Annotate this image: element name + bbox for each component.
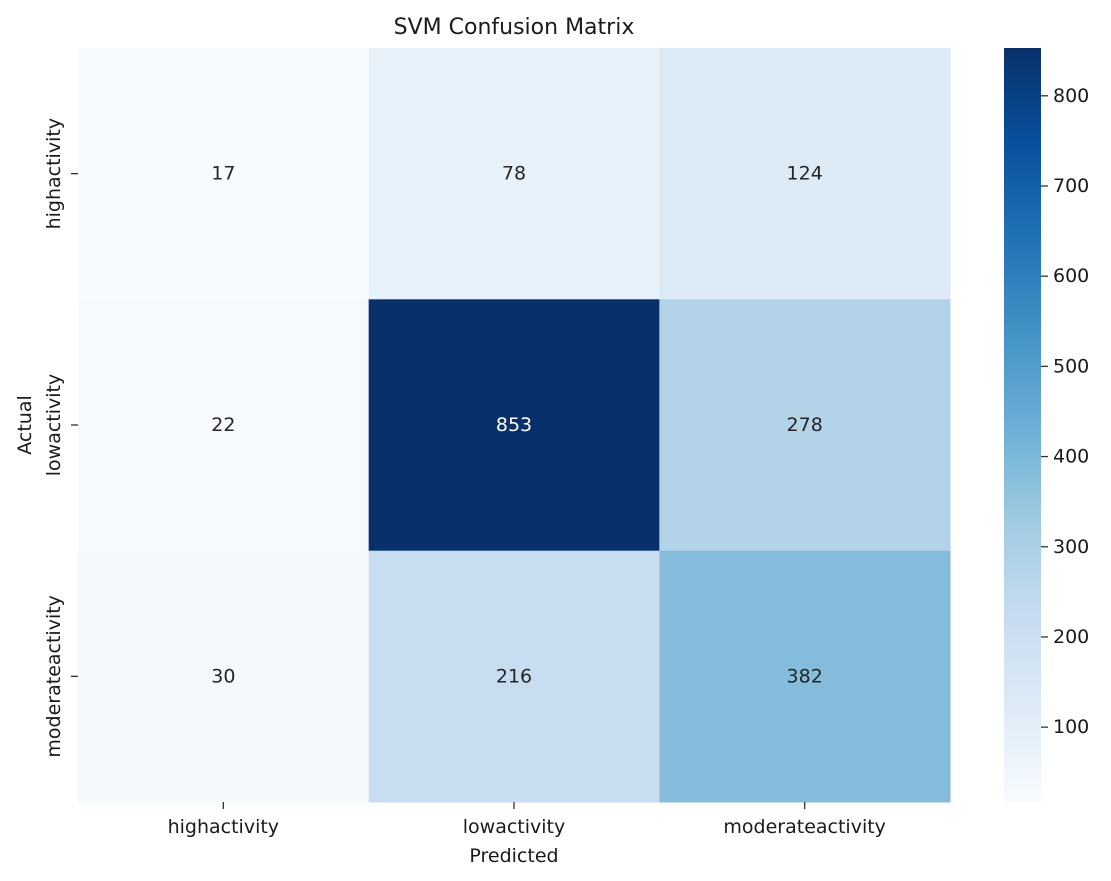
- cell-value-label: 216: [496, 665, 532, 687]
- colorbar-tick-label: 200: [1053, 626, 1089, 648]
- heatmap-cell: [659, 48, 951, 300]
- colorbar-tick-label: 600: [1053, 265, 1089, 287]
- colorbar: [1004, 48, 1041, 802]
- colorbar-tick-label: 500: [1053, 355, 1089, 377]
- colorbar-tick-label: 400: [1053, 446, 1089, 468]
- cell-value-label: 17: [211, 163, 235, 185]
- y-tick-label: moderateactivity: [43, 595, 65, 758]
- cell-value-label: 382: [787, 665, 823, 687]
- heatmap-cell: [368, 48, 660, 300]
- x-tick-label: highactivity: [168, 816, 279, 838]
- y-tick-label: lowactivity: [43, 374, 65, 476]
- cell-value-label: 853: [496, 414, 532, 436]
- heatmap-cell: [78, 299, 370, 552]
- cell-value-label: 278: [787, 414, 823, 436]
- cell-value-label: 30: [211, 665, 235, 687]
- axis-ticks: highactivity lowactivity moderateactivity h…: [43, 118, 886, 838]
- colorbar-tick-label: 800: [1053, 85, 1089, 107]
- heatmap-cell: [659, 299, 951, 552]
- y-axis-label: Actual: [14, 395, 36, 455]
- heatmap-cell: [659, 550, 951, 803]
- colorbar-tick-label: 300: [1053, 536, 1089, 558]
- x-axis-label: Predicted: [469, 845, 558, 867]
- x-tick-label: lowactivity: [463, 816, 565, 838]
- y-tick-label: highactivity: [43, 118, 65, 229]
- heatmap-cells: 17 78 124 22 853 278 30 216 382: [78, 48, 951, 803]
- colorbar-ticks: 100 200 300 400 500 600 700 800: [1041, 85, 1089, 738]
- cell-value-label: 78: [502, 163, 526, 185]
- cell-value-label: 124: [787, 163, 823, 185]
- colorbar-tick-label: 100: [1053, 716, 1089, 738]
- x-tick-label: moderateactivity: [723, 816, 886, 838]
- heatmap-cell: [368, 550, 660, 803]
- colorbar-tick-label: 700: [1053, 175, 1089, 197]
- heatmap-cell: [78, 550, 370, 803]
- heatmap-cell: [78, 48, 370, 300]
- heatmap-cell: [368, 299, 660, 552]
- chart-title: SVM Confusion Matrix: [394, 15, 635, 40]
- cell-value-label: 22: [211, 414, 235, 436]
